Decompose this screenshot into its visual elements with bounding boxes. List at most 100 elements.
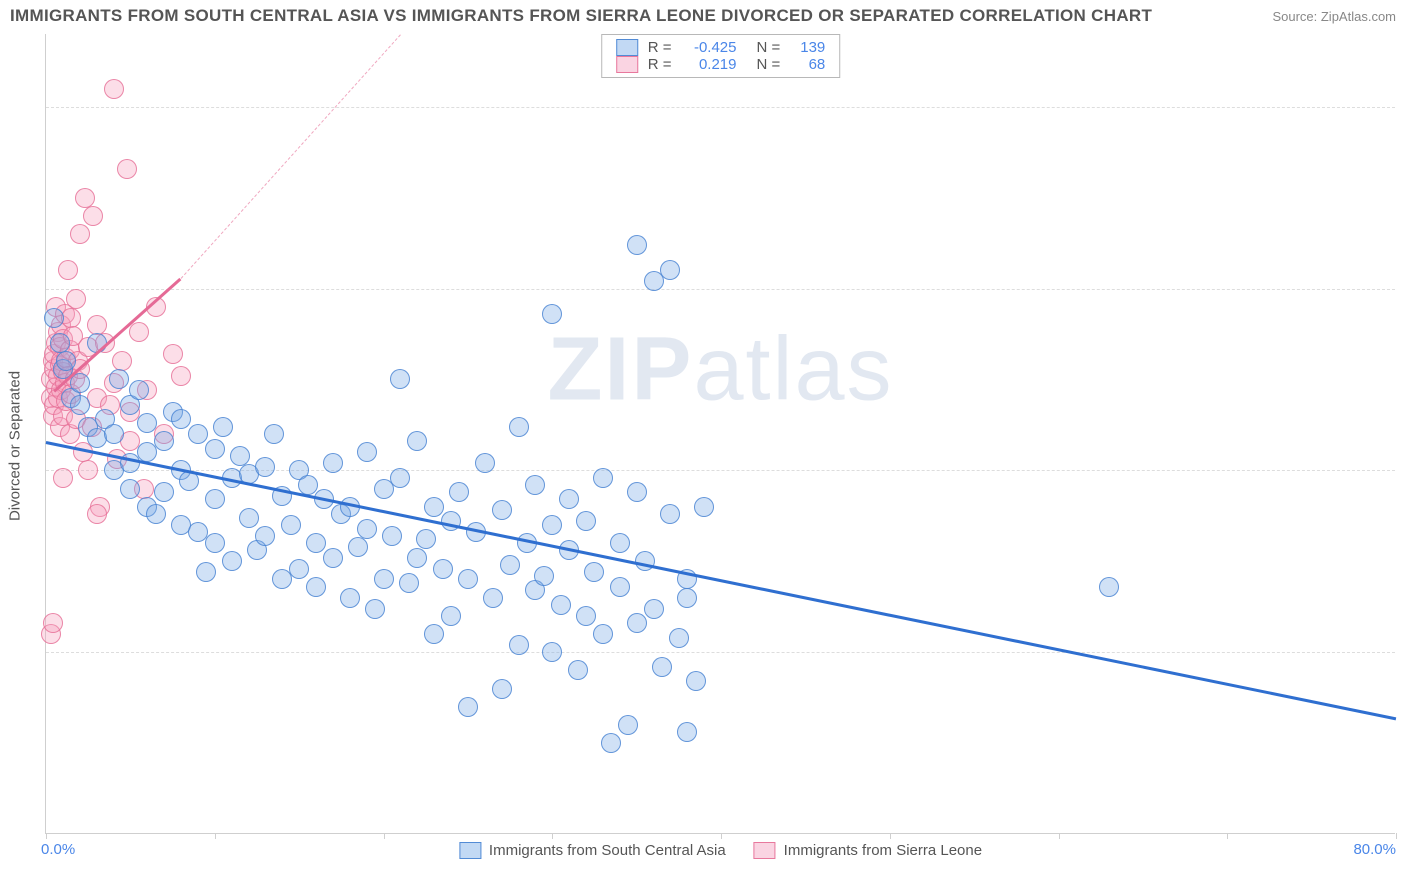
data-point xyxy=(441,511,461,531)
y-tick-label: 5.0% xyxy=(1400,644,1406,661)
data-point xyxy=(255,457,275,477)
data-point xyxy=(87,315,107,335)
data-point xyxy=(357,442,377,462)
data-point xyxy=(104,424,124,444)
data-point xyxy=(298,475,318,495)
data-point xyxy=(627,613,647,633)
data-point xyxy=(104,79,124,99)
data-point xyxy=(559,489,579,509)
gridline xyxy=(46,289,1395,290)
data-point xyxy=(669,628,689,648)
y-axis-label: Divorced or Separated xyxy=(7,371,24,521)
data-point xyxy=(390,468,410,488)
data-point xyxy=(433,559,453,579)
x-tick xyxy=(721,833,722,839)
data-point xyxy=(75,188,95,208)
data-point xyxy=(424,497,444,517)
data-point xyxy=(196,562,216,582)
data-point xyxy=(576,606,596,626)
data-point xyxy=(627,482,647,502)
data-point xyxy=(205,533,225,553)
series-legend-label: Immigrants from Sierra Leone xyxy=(784,842,982,859)
data-point xyxy=(255,526,275,546)
chart-title: IMMIGRANTS FROM SOUTH CENTRAL ASIA VS IM… xyxy=(10,6,1152,26)
legend-r-label: R = xyxy=(648,56,672,73)
data-point xyxy=(399,573,419,593)
watermark-light: atlas xyxy=(693,319,893,419)
data-point xyxy=(205,489,225,509)
data-point xyxy=(534,566,554,586)
y-tick-label: 15.0% xyxy=(1400,280,1406,297)
data-point xyxy=(660,504,680,524)
data-point xyxy=(56,351,76,371)
data-point xyxy=(171,409,191,429)
data-point xyxy=(390,369,410,389)
data-point xyxy=(58,260,78,280)
legend-n-label: N = xyxy=(757,56,781,73)
data-point xyxy=(306,577,326,597)
data-point xyxy=(70,395,90,415)
data-point xyxy=(584,562,604,582)
gridline xyxy=(46,107,1395,108)
legend-swatch xyxy=(459,842,481,859)
legend-swatch xyxy=(616,56,638,73)
data-point xyxy=(1099,577,1119,597)
data-point xyxy=(44,308,64,328)
data-point xyxy=(230,446,250,466)
series-legend-label: Immigrants from South Central Asia xyxy=(489,842,726,859)
legend-swatch xyxy=(754,842,776,859)
data-point xyxy=(146,504,166,524)
data-point xyxy=(154,431,174,451)
data-point xyxy=(458,697,478,717)
y-tick-label: 20.0% xyxy=(1400,98,1406,115)
data-point xyxy=(109,369,129,389)
legend-n-label: N = xyxy=(757,39,781,56)
data-point xyxy=(357,519,377,539)
data-point xyxy=(576,511,596,531)
data-point xyxy=(416,529,436,549)
data-point xyxy=(686,671,706,691)
x-tick xyxy=(1227,833,1228,839)
data-point xyxy=(120,479,140,499)
data-point xyxy=(53,468,73,488)
y-tick-label: 10.0% xyxy=(1400,462,1406,479)
data-point xyxy=(222,551,242,571)
data-point xyxy=(424,624,444,644)
data-point xyxy=(239,508,259,528)
x-tick-label: 0.0% xyxy=(41,841,75,858)
data-point xyxy=(171,366,191,386)
data-point xyxy=(601,733,621,753)
x-tick xyxy=(46,833,47,839)
data-point xyxy=(137,413,157,433)
x-tick xyxy=(1059,833,1060,839)
legend-r-label: R = xyxy=(648,39,672,56)
x-tick xyxy=(1396,833,1397,839)
stats-legend: R =-0.425N =139R =0.219N =68 xyxy=(601,34,841,78)
legend-row: R =-0.425N =139 xyxy=(616,39,826,56)
x-tick xyxy=(384,833,385,839)
data-point xyxy=(542,515,562,535)
legend-row: R =0.219N =68 xyxy=(616,56,826,73)
legend-r-value: -0.425 xyxy=(682,39,737,56)
data-point xyxy=(551,595,571,615)
scatter-plot: ZIPatlas R =-0.425N =139R =0.219N =68 Im… xyxy=(45,34,1395,834)
data-point xyxy=(509,417,529,437)
data-point xyxy=(188,424,208,444)
data-point xyxy=(348,537,368,557)
data-point xyxy=(677,722,697,742)
x-tick xyxy=(890,833,891,839)
data-point xyxy=(449,482,469,502)
data-point xyxy=(677,588,697,608)
source-label: Source: ZipAtlas.com xyxy=(1272,9,1396,24)
data-point xyxy=(593,468,613,488)
data-point xyxy=(50,333,70,353)
data-point xyxy=(610,533,630,553)
data-point xyxy=(374,569,394,589)
data-point xyxy=(70,224,90,244)
trend-line xyxy=(46,441,1396,720)
series-legend-item: Immigrants from Sierra Leone xyxy=(754,842,982,859)
data-point xyxy=(154,482,174,502)
data-point xyxy=(205,439,225,459)
data-point xyxy=(568,660,588,680)
x-tick xyxy=(215,833,216,839)
